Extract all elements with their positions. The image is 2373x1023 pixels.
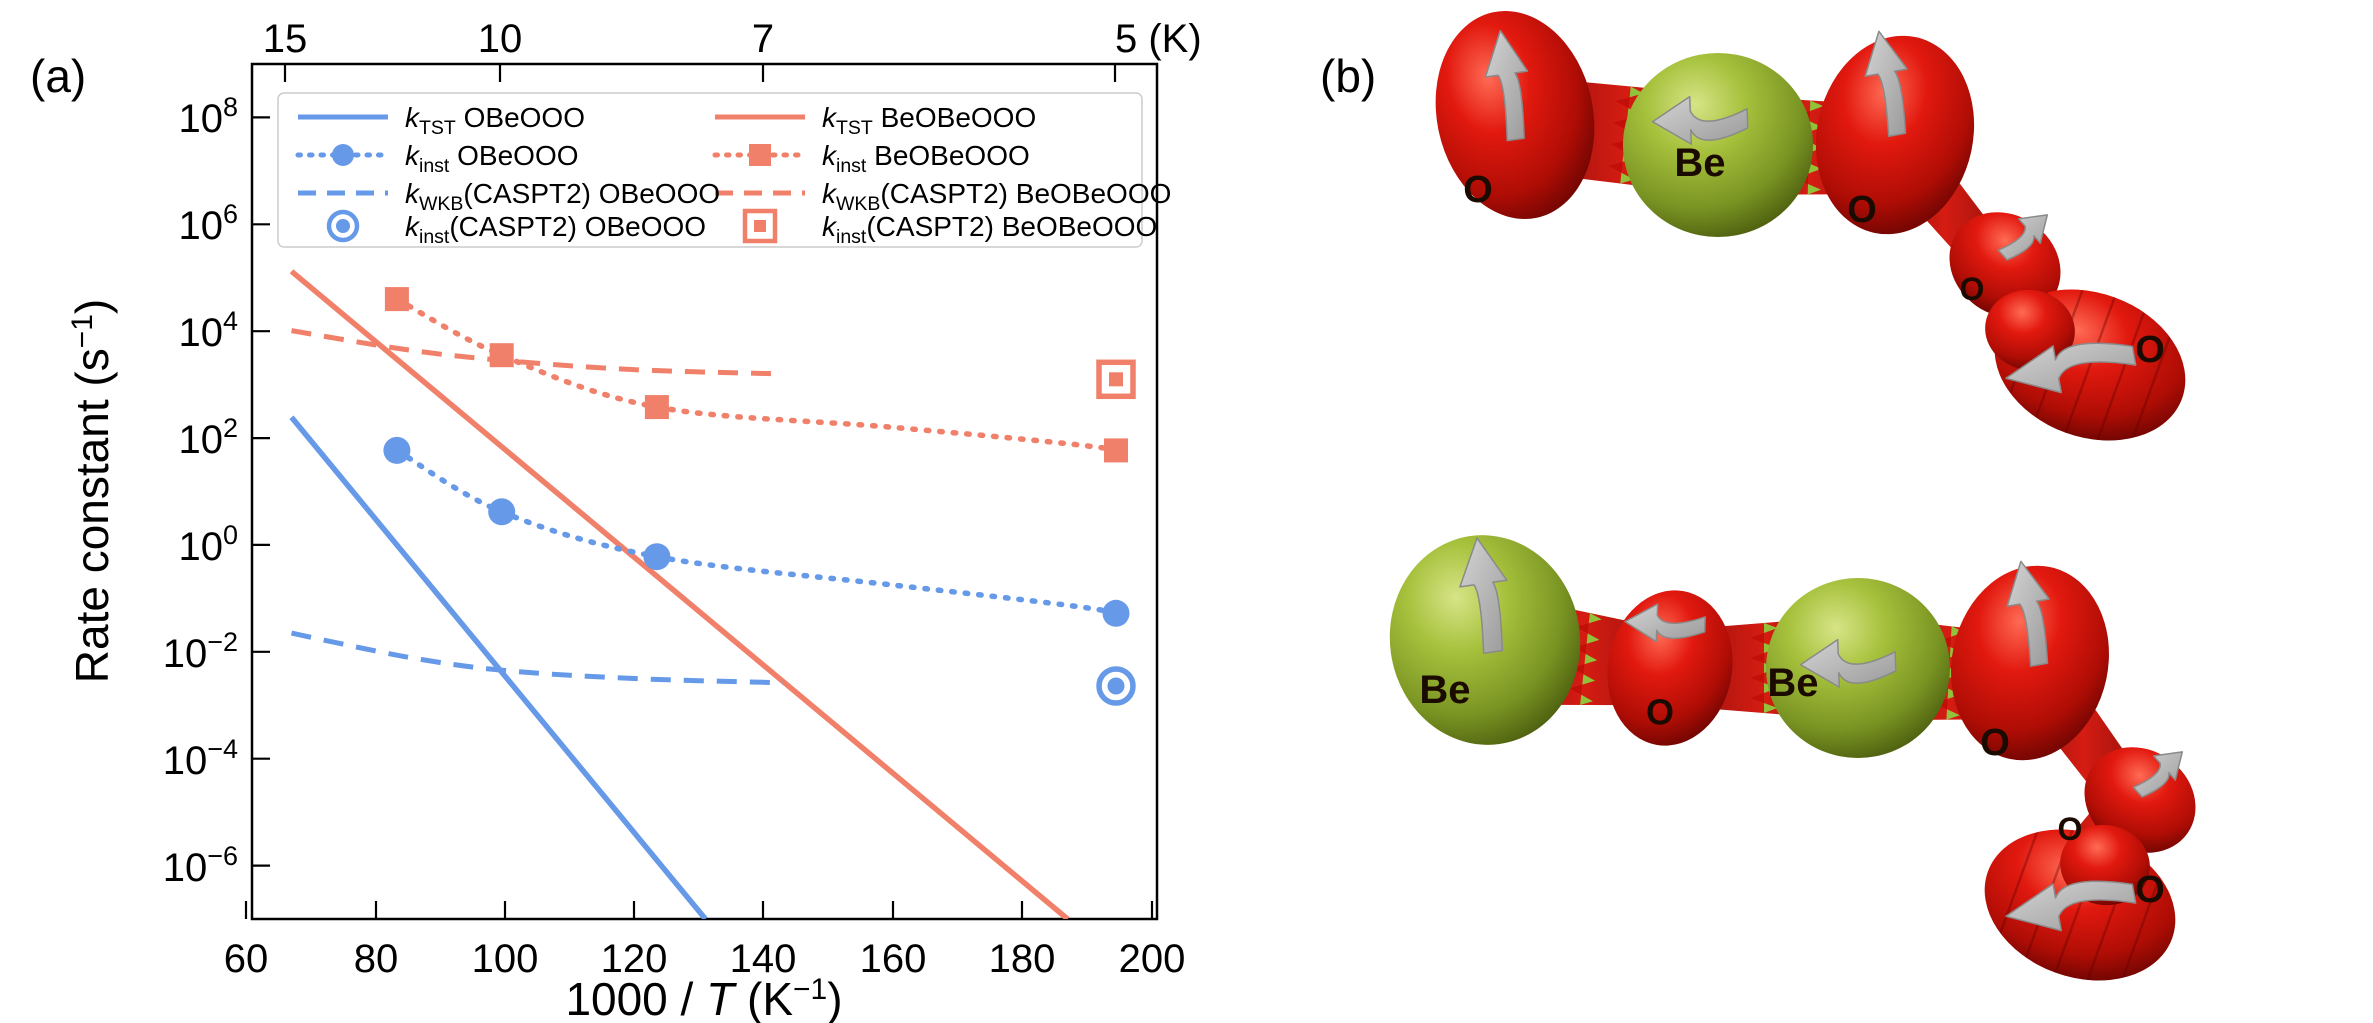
svg-text:10−4: 10−4 xyxy=(163,734,238,783)
svg-text:5 (K): 5 (K) xyxy=(1115,17,1202,61)
svg-text:Be: Be xyxy=(1674,141,1725,185)
svg-text:100: 100 xyxy=(178,520,238,569)
svg-text:O: O xyxy=(2058,811,2083,847)
svg-text:15: 15 xyxy=(263,17,308,61)
svg-text:(b): (b) xyxy=(1320,50,1376,102)
svg-text:10−2: 10−2 xyxy=(163,627,238,676)
svg-text:80: 80 xyxy=(354,937,399,981)
svg-text:10: 10 xyxy=(478,17,523,61)
svg-text:10−6: 10−6 xyxy=(163,841,238,890)
svg-text:O: O xyxy=(1646,692,1674,733)
svg-text:60: 60 xyxy=(224,937,269,981)
svg-text:7: 7 xyxy=(752,17,774,61)
svg-text:O: O xyxy=(2135,869,2165,911)
svg-text:160: 160 xyxy=(860,937,927,981)
svg-text:O: O xyxy=(1463,169,1493,211)
svg-text:O: O xyxy=(1980,722,2010,764)
svg-text:100: 100 xyxy=(472,937,539,981)
svg-text:200: 200 xyxy=(1119,937,1186,981)
svg-text:O: O xyxy=(1847,189,1877,231)
svg-text:O: O xyxy=(2135,329,2165,371)
svg-text:Be: Be xyxy=(1419,668,1470,712)
svg-text:Rate constant (s−1): Rate constant (s−1) xyxy=(66,299,118,683)
svg-text:102: 102 xyxy=(178,413,238,462)
svg-text:108: 108 xyxy=(178,92,238,141)
svg-text:106: 106 xyxy=(178,199,238,248)
svg-text:180: 180 xyxy=(989,937,1056,981)
svg-text:(a): (a) xyxy=(30,50,86,102)
svg-text:O: O xyxy=(1960,271,1985,307)
svg-text:1000 / T (K−1): 1000 / T (K−1) xyxy=(565,973,842,1023)
svg-text:104: 104 xyxy=(178,306,238,355)
